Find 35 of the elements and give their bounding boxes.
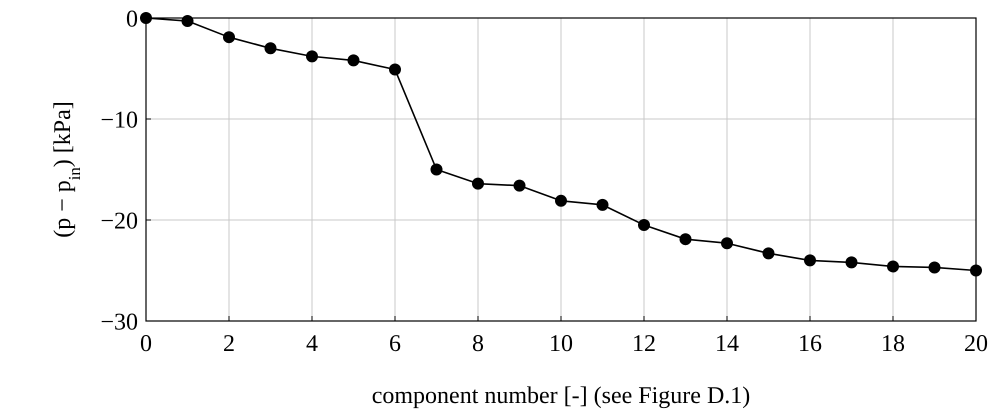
point xyxy=(721,237,733,250)
point xyxy=(596,198,608,211)
x-tick-label: 14 xyxy=(715,331,739,357)
point xyxy=(182,15,194,28)
point xyxy=(140,12,152,24)
point xyxy=(264,42,276,54)
x-tick-label: 6 xyxy=(389,331,401,357)
point xyxy=(928,261,940,274)
x-tick-label: 18 xyxy=(881,331,905,357)
point xyxy=(555,194,567,207)
point xyxy=(430,164,442,176)
point xyxy=(846,256,858,268)
x-tick-label: 4 xyxy=(306,331,318,357)
y-tick-label: −30 xyxy=(100,309,138,336)
point xyxy=(223,31,235,44)
point xyxy=(887,260,899,272)
point xyxy=(804,254,816,266)
point xyxy=(638,219,650,232)
point xyxy=(306,50,318,62)
x-tick-label: 20 xyxy=(964,331,988,357)
point xyxy=(472,178,484,190)
point xyxy=(348,54,360,66)
x-tick-label: 2 xyxy=(223,331,235,357)
x-tick-label: 16 xyxy=(798,331,822,357)
y-tick-label: −20 xyxy=(100,208,138,234)
point xyxy=(389,64,401,76)
point xyxy=(762,247,774,260)
x-tick-label: 12 xyxy=(632,331,656,357)
y-tick-label: −10 xyxy=(100,107,138,134)
x-tick-label: 8 xyxy=(472,331,484,357)
y-tick-label: 0 xyxy=(126,6,138,32)
x-axis-title: component number [-] (see Figure D.1) xyxy=(372,383,750,409)
point xyxy=(680,233,692,246)
x-tick-label: 10 xyxy=(549,331,573,357)
point xyxy=(514,180,526,192)
